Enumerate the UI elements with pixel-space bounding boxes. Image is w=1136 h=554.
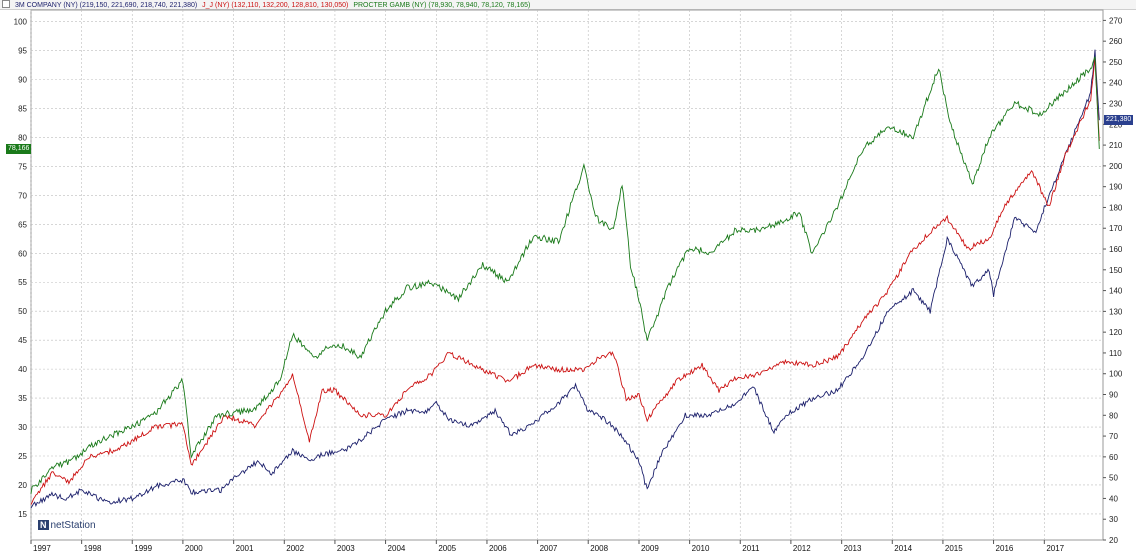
y-left-tick-label: 45	[18, 336, 27, 345]
y-left-tick-label: 30	[18, 423, 27, 432]
netstation-logo-text: netStation	[50, 520, 96, 531]
y-left-tick-label: 55	[18, 278, 27, 287]
y-right-tick-label: 130	[1109, 307, 1123, 316]
y-left-tick-label: 15	[18, 510, 27, 519]
y-right-tick-label: 190	[1109, 183, 1123, 192]
x-tick-label: 1999	[134, 544, 152, 553]
y-left-tick-label: 100	[14, 18, 28, 27]
y-right-tick-label: 60	[1109, 453, 1118, 462]
y-left-tick-label: 50	[18, 307, 27, 316]
y-right-tick-label: 30	[1109, 515, 1118, 524]
left-last-value-badge: 78,166	[6, 144, 32, 155]
y-left-tick-label: 85	[18, 104, 27, 113]
series-lines	[30, 49, 1100, 509]
legend-entry-3m: 3M COMPANY (NY) (219,150, 221,690, 218,7…	[14, 2, 198, 9]
y-right-tick-label: 90	[1109, 391, 1118, 400]
y-left-tick-label: 65	[18, 220, 27, 229]
y-right-tick-label: 20	[1109, 536, 1118, 545]
y-right-tick-label: 210	[1109, 141, 1123, 150]
y-right-tick-label: 50	[1109, 474, 1118, 483]
y-right-tick-label: 250	[1109, 58, 1123, 67]
grid	[30, 9, 1104, 541]
y-left-tick-label: 80	[18, 133, 27, 142]
x-tick-label: 2007	[540, 544, 558, 553]
x-tick-label: 2002	[286, 544, 304, 553]
x-tick-label: 2012	[793, 544, 811, 553]
y-left-tick-label: 40	[18, 365, 27, 374]
y-right-tick-label: 270	[1109, 16, 1123, 25]
x-tick-label: 2003	[337, 544, 355, 553]
y-left-tick-label: 90	[18, 76, 27, 85]
legend-entry-jj: J_J (NY) (132,110, 132,200, 128,810, 130…	[202, 2, 349, 9]
window-menu-icon[interactable]	[2, 0, 10, 8]
y-right-tick-label: 100	[1109, 370, 1123, 379]
y-left-tick-label: 60	[18, 249, 27, 258]
y-right-tick-label: 70	[1109, 432, 1118, 441]
x-tick-label: 2009	[641, 544, 659, 553]
x-tick-label: 2010	[692, 544, 710, 553]
x-tick-label: 1998	[84, 544, 102, 553]
x-tick-label: 2013	[844, 544, 862, 553]
y-right-tick-label: 180	[1109, 203, 1123, 212]
y-left-tick-label: 75	[18, 162, 27, 171]
axes: 1997 1998 1999 2000 2001 2002 2003 2004 2005 2006…	[14, 16, 1123, 553]
x-tick-label: 2006	[489, 544, 507, 553]
x-tick-label: 2015	[945, 544, 963, 553]
y-right-tick-label: 140	[1109, 287, 1123, 296]
x-tick-label: 2017	[1046, 544, 1064, 553]
y-right-tick-label: 230	[1109, 100, 1123, 109]
x-tick-label: 2008	[590, 544, 608, 553]
y-left-tick-label: 20	[18, 481, 27, 490]
x-tick-label: 2014	[894, 544, 912, 553]
series-line-2	[30, 56, 1100, 494]
y-left-tick-label: 95	[18, 47, 27, 56]
y-right-tick-label: 240	[1109, 79, 1123, 88]
x-tick-label: 2005	[438, 544, 456, 553]
y-right-tick-label: 40	[1109, 494, 1118, 503]
x-tick-label: 1997	[33, 544, 51, 553]
y-right-tick-label: 120	[1109, 328, 1123, 337]
legend-entry-pg: PROCTER GAMB (NY) (78,930, 78,940, 78,12…	[353, 2, 531, 9]
right-last-value-badge: 221,380	[1104, 115, 1134, 126]
y-right-tick-label: 170	[1109, 224, 1123, 233]
series-line-0	[30, 49, 1100, 509]
y-left-tick-label: 35	[18, 394, 27, 403]
y-left-tick-label: 25	[18, 452, 27, 461]
x-tick-label: 2001	[236, 544, 254, 553]
y-left-tick-label: 70	[18, 191, 27, 200]
x-tick-label: 2011	[742, 544, 760, 553]
y-right-tick-label: 80	[1109, 411, 1118, 420]
x-tick-label: 2000	[185, 544, 203, 553]
y-right-tick-label: 110	[1109, 349, 1122, 358]
netstation-logo-icon: N	[38, 520, 49, 530]
y-right-tick-label: 200	[1109, 162, 1123, 171]
x-tick-label: 2016	[996, 544, 1014, 553]
x-tick-label: 2004	[388, 544, 406, 553]
y-right-tick-label: 150	[1109, 266, 1123, 275]
y-right-tick-label: 260	[1109, 37, 1123, 46]
series-line-1	[30, 56, 1100, 505]
plot-area	[30, 9, 1104, 541]
y-right-tick-label: 160	[1109, 245, 1123, 254]
